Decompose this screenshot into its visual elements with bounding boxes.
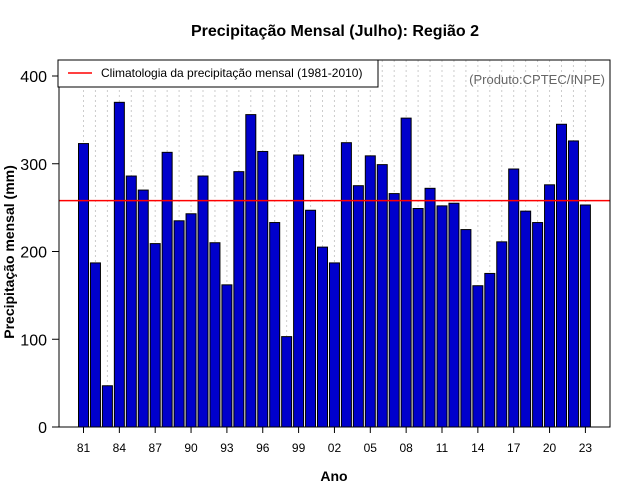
bar-1985 (125, 175, 137, 428)
y-axis: 0 100 200 300 400 (20, 69, 59, 437)
bar-1995 (245, 114, 257, 428)
bars-group (78, 101, 591, 428)
bar-1989 (173, 220, 185, 428)
legend: Climatologia da precipitação mensal (198… (57, 59, 379, 88)
bar-2017 (508, 168, 520, 428)
bar-1987 (149, 243, 161, 428)
bar-2011 (436, 205, 448, 428)
y-tick-label: 0 (38, 420, 47, 437)
x-tick-label: 08 (399, 441, 413, 455)
bar-1993 (221, 284, 233, 428)
bar-2018 (520, 210, 532, 428)
bar-1999 (293, 154, 305, 428)
y-tick-label: 200 (20, 245, 47, 262)
y-axis-label: Precipitação mensal (mm) (1, 165, 17, 339)
x-tick-label: 14 (471, 441, 485, 455)
bar-2004 (352, 185, 364, 428)
bar-2023 (579, 204, 591, 428)
y-tick-label: 300 (20, 157, 47, 174)
bar-1981 (78, 143, 89, 428)
x-tick-label: 96 (256, 441, 270, 455)
bar-1991 (197, 175, 209, 428)
bar-1986 (137, 189, 149, 428)
x-tick-label: 90 (184, 441, 198, 455)
bar-1994 (233, 171, 245, 428)
legend-box (57, 59, 379, 88)
bar-1984 (113, 101, 125, 428)
y-tick-label: 100 (20, 332, 47, 349)
x-tick-label: 81 (77, 441, 91, 455)
legend-label: Climatologia da precipitação mensal (198… (101, 66, 362, 80)
bar-2012 (448, 202, 460, 428)
bar-2008 (400, 117, 412, 428)
bar-2005 (364, 155, 376, 428)
x-tick-label: 02 (328, 441, 342, 455)
bar-2014 (472, 285, 484, 428)
bar-2019 (532, 222, 544, 428)
bar-2001 (317, 246, 328, 428)
bar-2007 (388, 193, 400, 428)
x-tick-label: 87 (149, 441, 163, 455)
bar-2010 (424, 187, 436, 428)
x-tick-label: 23 (579, 441, 593, 455)
x-tick-label: 11 (436, 441, 449, 455)
bar-2021 (556, 123, 567, 428)
bar-2013 (460, 229, 472, 428)
bar-2000 (305, 209, 317, 428)
credit-text: (Produto:CPTEC/INPE) (469, 72, 605, 87)
bar-2009 (412, 208, 424, 428)
bar-1982 (89, 262, 101, 428)
bar-1998 (281, 336, 293, 428)
bar-1988 (161, 151, 173, 428)
x-tick-label: 84 (113, 441, 127, 455)
bar-1983 (101, 385, 113, 428)
x-axis: 81 84 87 90 93 96 99 02 05 08 11 14 17 20 23 (77, 427, 593, 455)
x-tick-label: 17 (507, 441, 521, 455)
bar-2016 (496, 241, 508, 428)
bar-1997 (269, 222, 281, 428)
bar-2015 (484, 272, 496, 428)
bar-2003 (340, 142, 352, 428)
chart-title: Precipitação Mensal (Julho): Região 2 (191, 23, 479, 40)
bar-2002 (328, 262, 340, 428)
bar-2022 (567, 140, 579, 428)
bar-2020 (544, 184, 556, 428)
x-tick-label: 93 (220, 441, 234, 455)
bar-1990 (185, 213, 197, 428)
x-axis-label: Ano (320, 468, 347, 484)
bar-1992 (209, 242, 221, 428)
y-tick-label: 400 (20, 69, 47, 86)
bar-2006 (376, 164, 388, 428)
x-tick-label: 05 (364, 441, 378, 455)
bar-1996 (257, 150, 269, 428)
x-tick-label: 99 (292, 441, 306, 455)
x-tick-label: 20 (543, 441, 557, 455)
